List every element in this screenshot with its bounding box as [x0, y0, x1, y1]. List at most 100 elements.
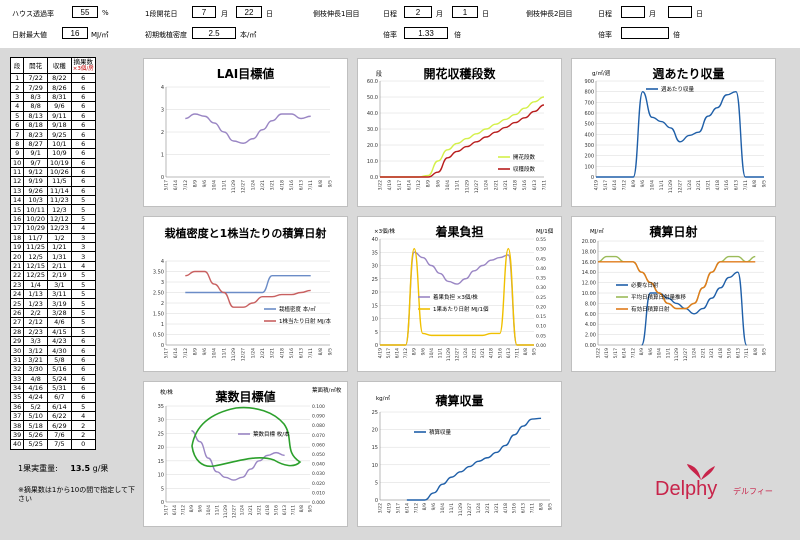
- thinning-cell[interactable]: 6: [70, 91, 96, 103]
- thinning-cell[interactable]: 6: [70, 82, 96, 93]
- ratio1-input[interactable]: 1.33: [404, 27, 448, 39]
- thinning-cell[interactable]: 6: [70, 354, 96, 366]
- x-tick-label: 4/19: [378, 348, 384, 358]
- thinning-cell[interactable]: 4: [70, 411, 96, 422]
- thinning-cell[interactable]: 4: [70, 223, 96, 234]
- y-tick-label: 6.00: [585, 312, 596, 318]
- x-tick-label: 5/16: [727, 348, 733, 358]
- table-row: 5 8/13 9/11 6: [9, 110, 96, 121]
- table-row: 29 3/3 4/23 6: [9, 335, 96, 347]
- thinning-cell[interactable]: 5: [70, 307, 96, 319]
- x-tick-label: 8/9: [192, 348, 198, 355]
- ratio2-label: 倍率: [598, 31, 612, 39]
- harvest-date-cell: 10/26: [47, 166, 72, 178]
- x-tick-label: 2/21: [493, 180, 499, 190]
- first-flower-day-input[interactable]: 22: [236, 6, 262, 18]
- ratio2-input[interactable]: [621, 27, 669, 39]
- thinning-cell[interactable]: 5: [70, 270, 96, 281]
- series-line-0: [406, 417, 542, 501]
- y2-tick-label: 0.100: [312, 404, 325, 410]
- flower-date-cell: 10/3: [23, 195, 49, 206]
- y-tick-label: 10.0: [367, 159, 378, 165]
- thinning-cell[interactable]: 6: [70, 382, 96, 394]
- thinning-cell[interactable]: 5: [70, 326, 96, 337]
- x-tick-label: 10/4: [440, 503, 446, 513]
- thinning-cell[interactable]: 4: [70, 260, 96, 272]
- max-solar-input[interactable]: 16: [62, 27, 88, 39]
- thinning-cell[interactable]: 3: [70, 232, 96, 244]
- thinning-cell[interactable]: 6: [70, 345, 96, 356]
- initial-density-input[interactable]: 2.5: [192, 27, 236, 39]
- thinning-cell[interactable]: 5: [70, 195, 96, 206]
- thinning-cell[interactable]: 6: [70, 138, 96, 150]
- thinning-cell[interactable]: 5: [70, 298, 96, 309]
- x-tick-label: 7/12: [183, 348, 189, 358]
- thinning-cell[interactable]: 6: [70, 364, 96, 375]
- table-row: 34 4/16 5/31 6: [9, 382, 96, 394]
- thinning-cell[interactable]: 6: [70, 373, 96, 384]
- thinning-cell[interactable]: 6: [70, 119, 96, 131]
- thinning-cell[interactable]: 6: [70, 148, 96, 159]
- harvest-date-cell: 11/14: [47, 185, 72, 197]
- side-branch2-day-input[interactable]: [668, 6, 692, 18]
- thinning-cell[interactable]: 0: [70, 439, 96, 450]
- col-header-flower: 開花: [23, 57, 49, 74]
- truss-cell: 13: [9, 185, 25, 197]
- thinning-cell[interactable]: 6: [70, 185, 96, 197]
- harvest-date-cell: 11/23: [47, 195, 72, 206]
- transmittance-input[interactable]: 55: [72, 6, 98, 18]
- x-tick-label: 1/24: [484, 180, 490, 190]
- x-tick-label: 9/6: [202, 348, 208, 355]
- x-tick-label: 11/1: [665, 348, 671, 358]
- x-tick-label: 11/1: [221, 348, 227, 358]
- thinning-cell[interactable]: 3: [70, 251, 96, 262]
- x-tick-label: 12/27: [678, 180, 684, 193]
- harvest-date-cell: 6/14: [47, 401, 72, 413]
- truss-cell: 33: [9, 373, 25, 384]
- flower-date-cell: 5/2: [23, 401, 49, 413]
- x-tick-label: 12/27: [474, 180, 480, 193]
- thinning-cell[interactable]: 5: [70, 279, 96, 291]
- side-branch2-day-unit: 日: [696, 10, 703, 18]
- y-tick-label: 14.00: [582, 270, 596, 276]
- y2-tick-label: 0.15: [536, 314, 546, 320]
- thinning-cell[interactable]: 6: [70, 101, 96, 112]
- thinning-cell[interactable]: 5: [70, 401, 96, 413]
- thinning-cell[interactable]: 5: [70, 317, 96, 328]
- side-branch1-day-input[interactable]: 1: [452, 6, 478, 18]
- brand-kana: デルフィー: [733, 487, 773, 496]
- thinning-cell[interactable]: 6: [70, 110, 96, 121]
- thinning-cell[interactable]: 5: [70, 204, 96, 215]
- y-tick-label: 20: [158, 445, 164, 451]
- flower-date-cell: 9/19: [23, 176, 49, 187]
- thinning-cell[interactable]: 6: [70, 166, 96, 178]
- thinning-cell[interactable]: 5: [70, 288, 96, 300]
- thinning-cell[interactable]: 2: [70, 420, 96, 431]
- thinning-cell[interactable]: 3: [70, 242, 96, 253]
- x-tick-label: 10/4: [657, 348, 663, 358]
- side-branch2-month-input[interactable]: [621, 6, 645, 18]
- harvest-date-cell: 6/29: [47, 420, 72, 431]
- thinning-cell[interactable]: 6: [70, 392, 96, 403]
- chart-title-lai: LAI目標値: [216, 67, 275, 81]
- first-flower-month-input[interactable]: 7: [192, 6, 216, 18]
- first-flower-day-unit: 日: [266, 10, 273, 18]
- legend-label: 栽植密度 本/㎡: [279, 305, 316, 313]
- thinning-cell[interactable]: 6: [70, 157, 96, 168]
- thinning-cell[interactable]: 2: [70, 429, 96, 441]
- x-tick-label: 7/12: [403, 348, 409, 358]
- thinning-cell[interactable]: 6: [70, 335, 96, 347]
- thinning-cell[interactable]: 5: [70, 213, 96, 225]
- x-tick-label: 5/17: [164, 180, 170, 190]
- table-row: 26 2/2 3/28 5: [9, 307, 96, 319]
- x-tick-label: 10/4: [445, 180, 451, 190]
- thinning-cell[interactable]: 6: [70, 129, 96, 140]
- thinning-cell[interactable]: 6: [70, 72, 96, 84]
- leaf-yleft-unit: 枚/株: [160, 390, 173, 396]
- thinning-cell[interactable]: 6: [70, 176, 96, 187]
- flower-date-cell: 4/16: [23, 382, 49, 394]
- harvest-date-cell: 10/9: [47, 148, 72, 159]
- x-tick-label: 11/29: [223, 505, 229, 518]
- x-tick-label: 10/4: [212, 348, 218, 358]
- side-branch1-month-input[interactable]: 2: [404, 6, 432, 18]
